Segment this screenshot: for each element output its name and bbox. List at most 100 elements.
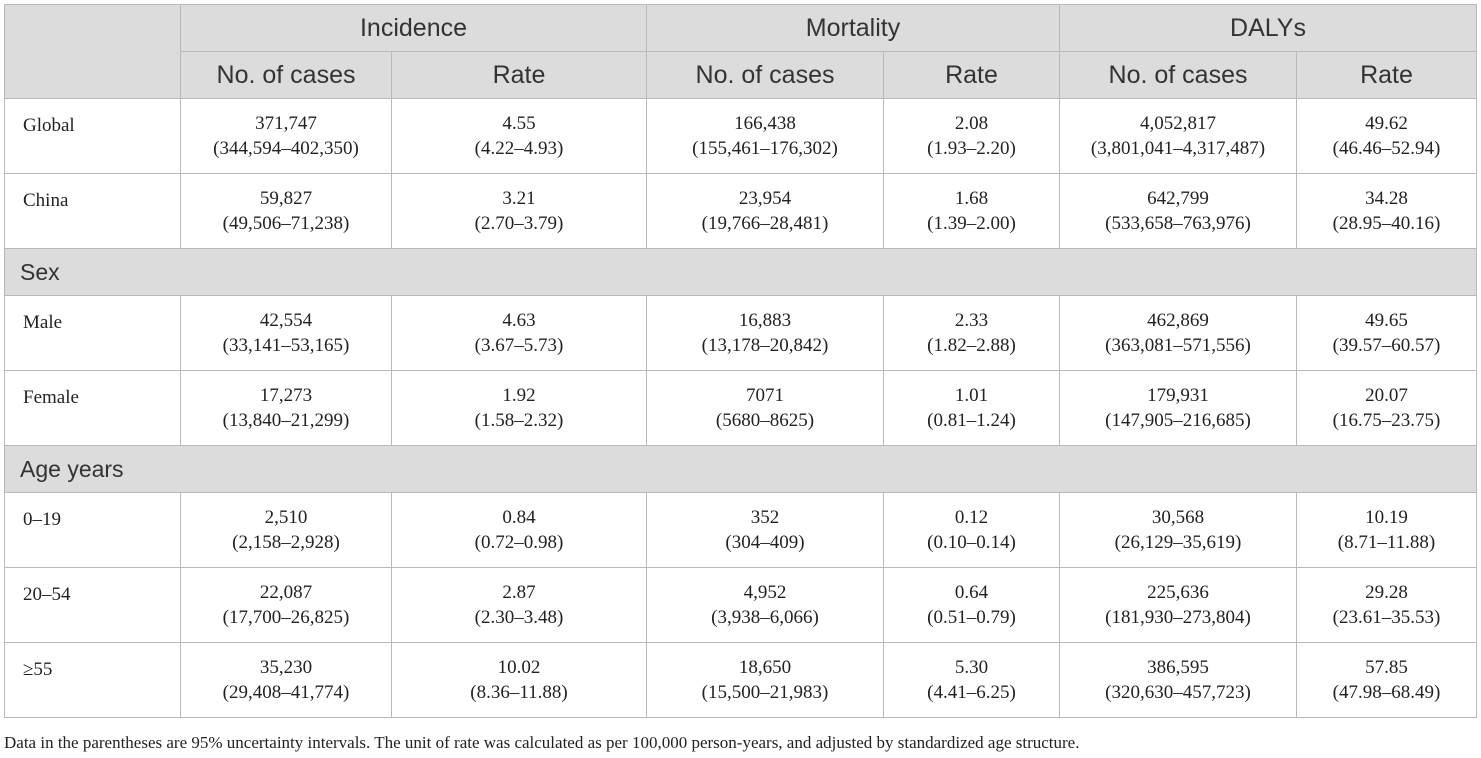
table-row: Female 17,273 (13,840–21,299) 1.92 (1.58–2.… [4,370,1478,446]
cell-value: 4.55 [502,113,536,134]
group-row-sex: Sex [3,248,1478,296]
cell-value: 49.65 [1365,310,1408,331]
cell-interval: (1.58–2.32) [474,410,564,431]
cell-value: 166,438 [734,113,796,134]
table-cell: 0.84 (0.72–0.98) [391,492,647,568]
table-cell: 5.30 (4.41–6.25) [883,642,1060,718]
row-label: Female [4,370,181,446]
cell-interval: (17,700–26,825) [222,607,350,628]
table-cell: 2.08 (1.93–2.20) [883,98,1060,174]
table-cell: 4.63 (3.67–5.73) [391,295,647,371]
row-label: Male [4,295,181,371]
cell-value: 2.08 [954,113,989,134]
cell-interval: (2,158–2,928) [232,532,340,553]
row-label: 0–19 [4,492,181,568]
cell-value: 4.63 [502,310,536,331]
cell-interval: (29,408–41,774) [222,682,350,703]
cell-value: 179,931 [1147,385,1209,406]
table-cell: 166,438 (155,461–176,302) [646,98,884,174]
cell-interval: (1.82–2.88) [927,335,1016,356]
table-cell: 20.07 (16.75–23.75) [1295,370,1478,446]
cell-interval: (0.81–1.24) [927,410,1016,431]
table-cell: 642,799 (533,658–763,976) [1059,173,1297,249]
row-label: China [4,173,181,249]
cell-value: 22,087 [259,582,313,603]
cell-value: 642,799 [1147,188,1209,209]
cell-interval: (49,506–71,238) [222,213,350,234]
table-cell: 30,568 (26,129–35,619) [1059,492,1297,568]
subheader-incidence-cases: No. of cases [180,51,392,99]
cell-value: 10.02 [497,657,541,678]
results-table: Incidence Mortality DALYs No. of cases R… [3,4,1478,718]
cell-interval: (8.71–11.88) [1337,532,1436,553]
cell-interval: (320,630–457,723) [1105,682,1251,703]
table-row: China 59,827 (49,506–71,238) 3.21 (2.70–3.7… [4,173,1478,249]
subheader-dalys-cases: No. of cases [1059,51,1297,99]
cell-interval: (3.67–5.73) [474,335,564,356]
table-cell: 34.28 (28.95–40.16) [1295,173,1478,249]
cell-interval: (39.57–60.57) [1332,335,1441,356]
table-cell: 2.33 (1.82–2.88) [883,295,1060,371]
cell-value: 386,595 [1147,657,1209,678]
table-cell: 1.01 (0.81–1.24) [883,370,1060,446]
cell-value: 371,747 [255,113,317,134]
cell-interval: (16.75–23.75) [1332,410,1441,431]
table-cell: 23,954 (19,766–28,481) [646,173,884,249]
cell-interval: (26,129–35,619) [1114,532,1242,553]
table-cell: 57.85 (47.98–68.49) [1295,642,1478,718]
cell-value: 59,827 [259,188,313,209]
table-cell: 10.02 (8.36–11.88) [391,642,647,718]
header-mortality: Mortality [646,4,1060,52]
table-row: Global 371,747 (344,594–402,350) 4.55 (4.22… [4,98,1478,174]
table-cell: 4,052,817 (3,801,041–4,317,487) [1059,98,1297,174]
cell-value: 0.84 [502,507,536,528]
cell-value: 1.92 [502,385,536,406]
cell-value: 7071 [746,385,784,406]
cell-interval: (363,081–571,556) [1105,335,1251,356]
header-sub-row: No. of cases Rate No. of cases Rate No. … [5,51,1478,99]
table-cell: 18,650 (15,500–21,983) [646,642,884,718]
table-cell: 1.68 (1.39–2.00) [883,173,1060,249]
table-cell: 29.28 (23.61–35.53) [1295,567,1478,643]
table-row: Male 42,554 (33,141–53,165) 4.63 (3.67–5.73… [4,295,1478,371]
cell-value: 0.64 [954,582,989,603]
table-cell: 2.87 (2.30–3.48) [391,567,647,643]
cell-value: 4,052,817 [1140,113,1216,134]
table-cell: 35,230 (29,408–41,774) [180,642,392,718]
table-cell: 1.92 (1.58–2.32) [391,370,647,446]
cell-value: 34.28 [1365,188,1408,209]
cell-interval: (0.10–0.14) [927,532,1016,553]
cell-value: 42,554 [259,310,313,331]
cell-interval: (147,905–216,685) [1105,410,1251,431]
cell-value: 16,883 [738,310,792,331]
table-cell: 42,554 (33,141–53,165) [180,295,392,371]
cell-interval: (344,594–402,350) [213,138,359,159]
row-label: Global [4,98,181,174]
table-cell: 0.64 (0.51–0.79) [883,567,1060,643]
table-cell: 352 (304–409) [646,492,884,568]
cell-interval: (3,938–6,066) [711,607,819,628]
table-row: ≥55 35,230 (29,408–41,774) 10.02 (8.36–11.8… [4,642,1478,718]
cell-interval: (33,141–53,165) [222,335,350,356]
cell-interval: (0.51–0.79) [927,607,1016,628]
table-cell: 371,747 (344,594–402,350) [180,98,392,174]
table-cell: 179,931 (147,905–216,685) [1059,370,1297,446]
table-cell: 4,952 (3,938–6,066) [646,567,884,643]
cell-value: 18,650 [738,657,792,678]
row-label: 20–54 [4,567,181,643]
cell-interval: (1.39–2.00) [927,213,1016,234]
cell-interval: (13,840–21,299) [222,410,350,431]
cell-interval: (2.70–3.79) [474,213,564,234]
cell-value: 23,954 [738,188,792,209]
table-cell: 16,883 (13,178–20,842) [646,295,884,371]
cell-value: 2.87 [502,582,536,603]
group-label-sex: Sex [3,248,1478,296]
cell-value: 35,230 [259,657,313,678]
table-cell: 49.62 (46.46–52.94) [1295,98,1478,174]
header-group-row: Incidence Mortality DALYs [4,4,1478,99]
cell-value: 10.19 [1365,507,1408,528]
cell-interval: (19,766–28,481) [701,213,829,234]
cell-interval: (304–409) [725,532,805,553]
table-row: 0–19 2,510 (2,158–2,928) 0.84 (0.72–0.98) 35… [4,492,1478,568]
cell-interval: (13,178–20,842) [701,335,829,356]
